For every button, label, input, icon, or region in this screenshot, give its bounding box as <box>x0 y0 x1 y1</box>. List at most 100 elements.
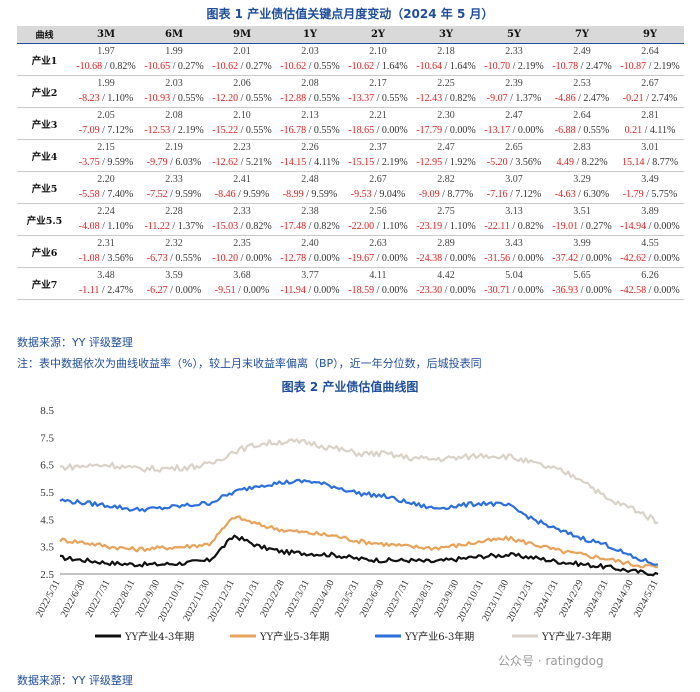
cell-change: 15.14 / 8.77% <box>616 155 684 171</box>
cell-change: -8.46 / 9.59% <box>208 187 276 203</box>
cell-separator: / <box>374 93 382 104</box>
cell-separator: / <box>510 125 518 136</box>
table-cell: 2.63 -19.67 / 0.00% <box>344 235 412 268</box>
cell-separator: / <box>99 157 108 168</box>
cell-bp-change: -1.79 <box>622 189 644 200</box>
cell-yield: 3.13 <box>505 206 523 217</box>
cell-separator: / <box>303 189 312 200</box>
cell-bp-change: -5.58 <box>78 189 100 200</box>
cell-percentile: 1.92% <box>449 157 476 168</box>
cell-yield: 2.10 <box>233 110 251 121</box>
cell-separator: / <box>306 253 314 264</box>
table-cell: 2.64 -10.87 / 2.19% <box>616 43 684 76</box>
cell-yield: 3.99 <box>573 238 591 249</box>
cell-yield: 2.67 <box>369 174 387 185</box>
table-cell: 2.08 -12.88 / 0.55% <box>276 75 344 108</box>
table-row: 产业6 2.31 -1.08 / 3.56% 2.32 -6.73 / 0.55% 2.3… <box>17 235 684 268</box>
legend-label: YY产业4-3年期 <box>124 630 194 643</box>
cell-bp-change: -12.53 <box>144 125 171 136</box>
cell-change: -13.17 / 0.00% <box>480 123 548 139</box>
cell-separator: / <box>235 285 244 296</box>
cell-change: -9.09 / 8.77% <box>412 187 480 203</box>
cell-yield: 1.97 <box>97 46 115 57</box>
cell-bp-change: -10.62 <box>280 61 307 72</box>
cell-yield: 3.68 <box>233 270 251 281</box>
cell-bp-change: -16.78 <box>280 125 307 136</box>
legend-label: YY产业5-3年期 <box>259 630 329 643</box>
cell-bp-change: -4.86 <box>554 93 576 104</box>
cell-separator: / <box>507 157 516 168</box>
cell-yield: 2.24 <box>97 206 115 217</box>
cell-yield: 2.39 <box>505 78 523 89</box>
cell-yield: 2.20 <box>97 174 115 185</box>
cell-separator: / <box>646 285 654 296</box>
cell-bp-change: -13.17 <box>484 125 511 136</box>
cell-percentile: 0.55% <box>313 61 340 72</box>
table-cell: 2.24 -4.08 / 1.10% <box>72 203 140 236</box>
cell-bp-change: -12.78 <box>280 253 307 264</box>
cell-change: -12.78 / 0.00% <box>276 251 344 267</box>
cell-yield: 2.25 <box>437 78 455 89</box>
cell-yield: 2.47 <box>505 110 523 121</box>
table-cell: 2.37 -15.15 / 2.19% <box>344 139 412 172</box>
table-cell: 2.35 -10.20 / 0.00% <box>208 235 276 268</box>
table-cell: 2.53 -4.86 / 2.47% <box>548 75 616 108</box>
cell-change: -4.08 / 1.10% <box>72 219 140 235</box>
cell-percentile: 0.82% <box>109 61 136 72</box>
cell-bp-change: -15.15 <box>348 157 375 168</box>
y-tick-label: 5.5 <box>40 487 54 499</box>
cell-separator: / <box>238 61 246 72</box>
cell-yield: 5.65 <box>573 270 591 281</box>
y-tick-label: 3.5 <box>40 542 54 554</box>
cell-yield: 2.41 <box>233 174 251 185</box>
valuation-table: 曲线 3M 6M 9M 1Y 2Y 3Y 5Y 7Y 9Y 产业1 1.97 -10… <box>17 26 684 300</box>
cell-change: -10.93 / 0.55% <box>140 91 208 107</box>
cell-percentile: 0.55% <box>313 125 340 136</box>
cell-bp-change: 15.14 <box>621 157 645 168</box>
table-cell: 6.26 -42.58 / 0.00% <box>616 267 684 300</box>
cell-yield: 2.64 <box>573 110 591 121</box>
table-cell: 2.23 -12.62 / 5.21% <box>208 139 276 172</box>
cell-bp-change: -13.37 <box>348 93 375 104</box>
cell-separator: / <box>507 189 516 200</box>
table-cell: 2.67 -9.53 / 9.04% <box>344 171 412 204</box>
cell-yield: 2.38 <box>301 206 319 217</box>
table-cell: 3.51 -19.01 / 0.27% <box>548 203 616 236</box>
cell-percentile: 1.10% <box>107 221 134 232</box>
cell-bp-change: -18.59 <box>348 285 375 296</box>
table-header-row: 曲线 3M 6M 9M 1Y 2Y 3Y 5Y 7Y 9Y <box>17 26 684 44</box>
cell-change: 0.21 / 4.11% <box>616 123 684 139</box>
cell-separator: / <box>442 285 450 296</box>
cell-yield: 5.04 <box>505 270 523 281</box>
table-cell: 3.29 -4.63 / 6.30% <box>548 171 616 204</box>
table-cell: 4.42 -23.30 / 0.00% <box>412 267 480 300</box>
cell-bp-change: -1.11 <box>78 285 100 296</box>
cell-separator: / <box>102 61 110 72</box>
cell-percentile: 0.00% <box>245 253 272 264</box>
cell-yield: 2.35 <box>233 238 251 249</box>
cell-separator: / <box>439 189 448 200</box>
cell-change: -8.23 / 1.10% <box>72 91 140 107</box>
cell-change: -30.71 / 0.00% <box>480 283 548 299</box>
cell-separator: / <box>99 125 108 136</box>
cell-percentile: 2.47% <box>583 93 610 104</box>
table-cell: 2.21 -18.65 / 0.00% <box>344 107 412 140</box>
cell-yield: 2.48 <box>301 174 319 185</box>
cell-separator: / <box>575 125 584 136</box>
cell-bp-change: -4.08 <box>78 221 100 232</box>
cell-bp-change: -19.01 <box>552 221 579 232</box>
cell-percentile: 7.12% <box>107 125 134 136</box>
cell-percentile: 9.04% <box>379 189 406 200</box>
tenor-header: 9Y <box>616 26 684 44</box>
table-cell: 2.40 -12.78 / 0.00% <box>276 235 344 268</box>
cell-change: -10.20 / 0.00% <box>208 251 276 267</box>
cell-bp-change: -42.58 <box>620 285 647 296</box>
row-label: 产业4 <box>17 139 72 172</box>
cell-percentile: 0.55% <box>175 253 202 264</box>
table-cell: 2.65 -5.20 / 3.56% <box>480 139 548 172</box>
cell-yield: 2.31 <box>97 238 115 249</box>
cell-percentile: 0.00% <box>449 285 476 296</box>
cell-change: -7.09 / 7.12% <box>72 123 140 139</box>
cell-separator: / <box>169 221 178 232</box>
x-tick-label: 2024/5/31 <box>632 578 661 619</box>
